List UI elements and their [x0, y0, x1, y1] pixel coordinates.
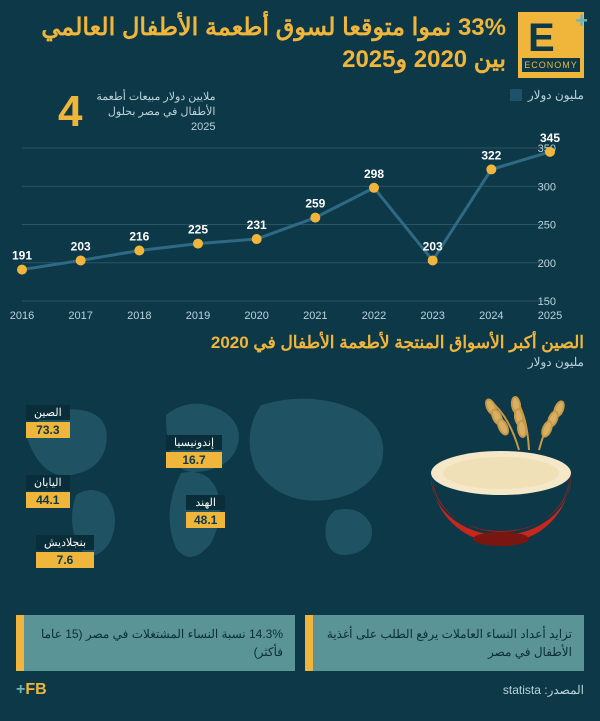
- footer-plus-icon: +: [16, 681, 25, 698]
- svg-text:203: 203: [71, 239, 91, 253]
- line-chart-svg-container: 1502002503003501912016203201721620182252…: [16, 138, 584, 323]
- legend-square-icon: [510, 89, 522, 101]
- brand-letter: E: [528, 16, 555, 61]
- country-value: 44.1: [26, 492, 70, 508]
- country-value: 7.6: [36, 552, 94, 568]
- country-name: إندونيسيا: [166, 435, 222, 450]
- svg-text:300: 300: [538, 181, 556, 193]
- svg-text:150: 150: [538, 296, 556, 308]
- svg-text:216: 216: [129, 230, 149, 244]
- info-box-2: 14.3% نسبة النساء المشتغلات في مصر (15 ع…: [16, 615, 295, 671]
- svg-text:203: 203: [423, 239, 443, 253]
- country-label: الصين 73.3: [26, 405, 70, 438]
- svg-text:259: 259: [305, 197, 325, 211]
- svg-text:200: 200: [538, 258, 556, 270]
- footer-logo: FB+: [16, 681, 47, 699]
- country-value: 73.3: [26, 422, 70, 438]
- svg-text:2021: 2021: [303, 310, 327, 322]
- svg-text:298: 298: [364, 167, 384, 181]
- svg-text:2023: 2023: [420, 310, 444, 322]
- callout-number: 4: [58, 90, 82, 134]
- svg-text:322: 322: [481, 148, 501, 162]
- svg-text:2019: 2019: [186, 310, 210, 322]
- country-label: إندونيسيا 16.7: [166, 435, 222, 468]
- world-map-area: الصين 73.3 إندونيسيا 16.7 اليابان 44.1 الهند 48…: [16, 375, 416, 585]
- svg-text:250: 250: [538, 220, 556, 232]
- legend-label: مليون دولار: [528, 88, 584, 102]
- headline-text: 33% نموا متوقعا لسوق أطعمة الأطفال العال…: [16, 12, 506, 78]
- country-name: اليابان: [26, 475, 70, 490]
- country-value: 48.1: [186, 512, 225, 528]
- callout-text: ملايين دولار مبيعات أطعمة الأطفال في مصر…: [90, 90, 215, 135]
- brand-band: ECONOMY: [522, 58, 580, 72]
- source-value: statista: [503, 683, 541, 697]
- line-chart-area: مليون دولار ملايين دولار مبيعات أطعمة ال…: [16, 88, 584, 323]
- source-line: المصدر: statista: [503, 683, 584, 697]
- country-label: بنجلاديش 7.6: [36, 535, 94, 568]
- svg-text:2020: 2020: [244, 310, 268, 322]
- svg-text:191: 191: [12, 249, 32, 263]
- svg-text:2025: 2025: [538, 310, 562, 322]
- source-label: المصدر:: [544, 683, 584, 697]
- country-name: الهند: [186, 495, 225, 510]
- map-title: الصين أكبر الأسواق المنتجة لأطعمة الأطفا…: [16, 333, 584, 353]
- brand-logo: E + ECONOMY: [518, 12, 584, 78]
- svg-text:345: 345: [540, 131, 560, 145]
- bowl-illustration: [419, 395, 584, 555]
- country-label: اليابان 44.1: [26, 475, 70, 508]
- country-name: الصين: [26, 405, 70, 420]
- svg-text:2022: 2022: [362, 310, 386, 322]
- brand-plus-icon: +: [575, 8, 588, 34]
- country-value: 16.7: [166, 452, 222, 468]
- country-label: الهند 48.1: [186, 495, 225, 528]
- svg-text:2016: 2016: [10, 310, 34, 322]
- country-name: بنجلاديش: [36, 535, 94, 550]
- svg-text:2024: 2024: [479, 310, 503, 322]
- svg-text:231: 231: [247, 218, 267, 232]
- map-unit: مليون دولار: [16, 355, 584, 369]
- info-box-1: تزايد أعداد النساء العاملات يرفع الطلب ع…: [305, 615, 584, 671]
- svg-text:2017: 2017: [68, 310, 92, 322]
- chart-legend: مليون دولار: [510, 88, 584, 102]
- callout-box: ملايين دولار مبيعات أطعمة الأطفال في مصر…: [58, 90, 215, 135]
- map-section-header: الصين أكبر الأسواق المنتجة لأطعمة الأطفا…: [16, 333, 584, 369]
- info-row: تزايد أعداد النساء العاملات يرفع الطلب ع…: [16, 615, 584, 671]
- svg-text:2018: 2018: [127, 310, 151, 322]
- svg-text:225: 225: [188, 223, 208, 237]
- footer-logo-text: FB: [25, 681, 46, 698]
